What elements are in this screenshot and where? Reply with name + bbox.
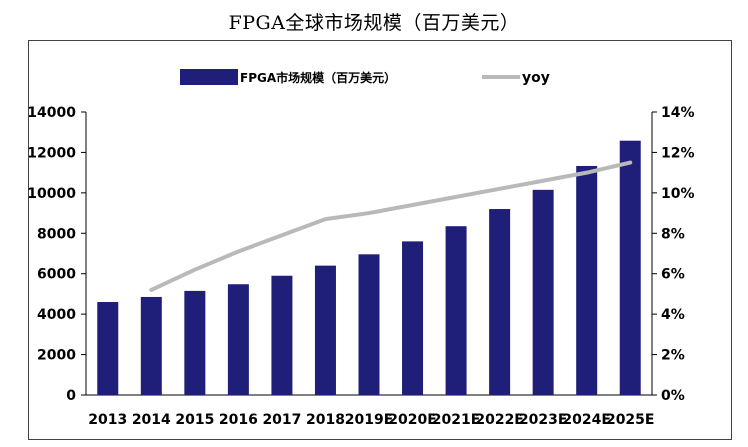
bar <box>576 165 598 395</box>
legend: FPGA市场规模（百万美元） yoy <box>180 69 550 86</box>
chart-frame <box>28 40 732 440</box>
y-right-tick-label: 14% <box>661 105 695 121</box>
y-left-tick-label: 8000 <box>37 226 76 242</box>
bar <box>227 284 249 395</box>
x-tick-label: 2013 <box>88 412 127 428</box>
y-left-tick-label: 0 <box>66 388 76 404</box>
x-tick-label: 2024E <box>562 412 611 428</box>
bar-series <box>97 140 641 395</box>
tick-labels: 0 0% 2000 2% 4000 4% 6000 6% 8000 8% 10000 10% 12000… <box>27 105 694 428</box>
x-tick-label: 2017 <box>262 412 301 428</box>
bar <box>97 302 119 395</box>
yoy-series <box>149 160 633 292</box>
x-tick-label: 2023E <box>519 412 568 428</box>
bar <box>489 209 511 395</box>
y-right-tick-label: 4% <box>661 307 685 323</box>
legend-bar-label: FPGA市场规模（百万美元） <box>240 70 396 85</box>
y-right-tick-label: 2% <box>661 348 685 364</box>
bar <box>271 275 293 395</box>
bar <box>402 241 424 395</box>
x-tick-label: 2016 <box>219 412 258 428</box>
bar <box>140 296 162 395</box>
y-right-tick-label: 12% <box>661 145 695 161</box>
x-tick-label: 2025E <box>606 412 655 428</box>
y-left-tick-label: 6000 <box>37 267 76 283</box>
y-left-tick-label: 4000 <box>37 307 76 323</box>
bar <box>184 290 206 395</box>
y-right-tick-label: 8% <box>661 226 685 242</box>
x-tick-label: 2020E <box>388 412 437 428</box>
bar <box>358 254 380 395</box>
legend-bar-swatch <box>180 69 238 85</box>
y-left-tick-label: 10000 <box>27 186 76 202</box>
y-right-tick-label: 6% <box>661 267 685 283</box>
y-left-tick-label: 2000 <box>37 348 76 364</box>
bar <box>445 226 467 395</box>
x-tick-label: 2018 <box>306 412 345 428</box>
bar <box>619 140 641 395</box>
page-title: FPGA全球市场规模（百万美元） <box>228 12 520 34</box>
yoy-line <box>149 160 633 292</box>
bar <box>314 265 336 395</box>
y-right-tick-label: 0% <box>661 388 685 404</box>
x-tick-label: 2019E <box>345 412 394 428</box>
x-tick-label: 2015 <box>175 412 214 428</box>
y-left-tick-label: 12000 <box>27 145 76 161</box>
legend-line-label: yoy <box>522 70 550 86</box>
x-tick-label: 2022E <box>475 412 524 428</box>
y-right-tick-label: 10% <box>661 186 695 202</box>
bar <box>532 189 554 395</box>
y-left-tick-label: 14000 <box>27 105 76 121</box>
x-tick-label: 2014 <box>132 412 171 428</box>
x-tick-label: 2021E <box>432 412 481 428</box>
